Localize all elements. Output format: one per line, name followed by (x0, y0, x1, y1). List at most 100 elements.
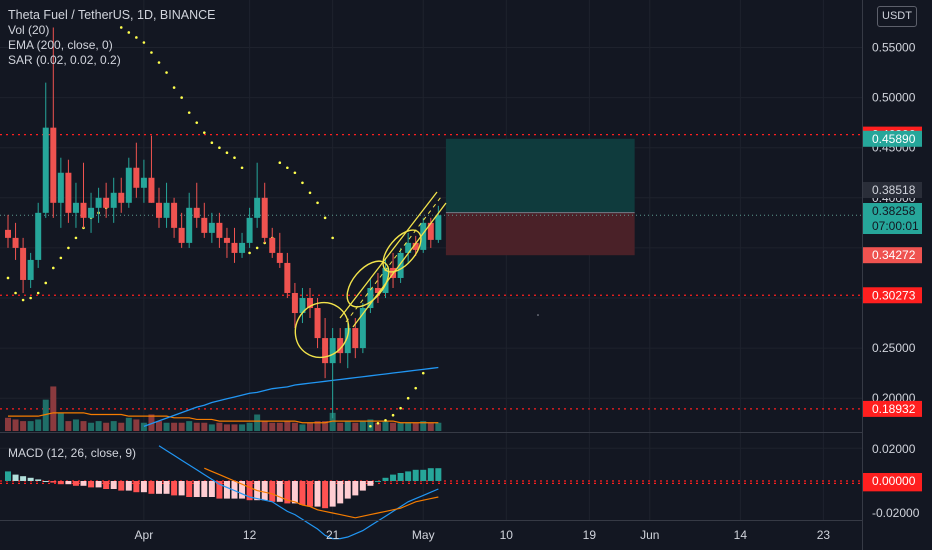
time-label-6: Jun (640, 528, 659, 542)
macd-hist-7 (57, 481, 64, 485)
macd-hist-3 (27, 477, 34, 481)
macd-hist-19 (148, 481, 155, 494)
legend-sar[interactable]: SAR (0.02, 0.02, 0.2) (8, 53, 121, 67)
symbol-title[interactable]: Theta Fuel / TetherUS, 1D, BINANCE (8, 8, 216, 22)
volume-bar-54 (412, 422, 419, 431)
volume-bar-16 (125, 417, 132, 431)
volume-bar-53 (405, 422, 412, 431)
time-label-4: 10 (500, 528, 514, 542)
volume-bar-29 (223, 424, 230, 431)
volume-bar-47 (359, 421, 366, 431)
macd-line-path (158, 445, 439, 540)
stop-zone (445, 212, 635, 256)
sar-dot-33 (255, 246, 259, 250)
candle-body-49 (374, 287, 381, 293)
candle-body-16 (125, 167, 132, 203)
macd-tick-0: 0.02000 (872, 442, 916, 456)
volume-bar-10 (80, 421, 87, 431)
volume-bar-49 (374, 422, 381, 431)
candle-body-56 (427, 222, 434, 240)
volume-bar-13 (103, 422, 110, 431)
macd-hist-9 (72, 481, 79, 486)
macd-hist-22 (171, 481, 178, 496)
volume-bar-2 (20, 421, 27, 431)
candle-body-54 (412, 242, 419, 250)
volume-bar-5 (42, 399, 49, 431)
volume-bars (5, 386, 442, 431)
volume-bar-27 (208, 424, 215, 431)
volume-bar-32 (246, 422, 253, 431)
macd-hist-1 (12, 474, 19, 481)
time-label-3: May (412, 528, 435, 542)
highlight-ellipse-mid[interactable] (339, 254, 397, 315)
macd-hist-21 (163, 481, 170, 494)
candle-body-27 (208, 222, 215, 233)
candle-body-12 (95, 197, 102, 208)
volume-bar-30 (231, 424, 238, 431)
sar-dot-22 (172, 86, 176, 89)
candle-body-22 (171, 202, 178, 228)
channel-middle-line[interactable] (345, 196, 442, 323)
currency-selector[interactable]: USDT (877, 6, 917, 27)
candle-body-34 (261, 197, 268, 238)
cursor-dot (537, 314, 539, 316)
long-position-tool[interactable] (445, 138, 635, 256)
candle-body-4 (35, 212, 42, 260)
sar-dot-30 (233, 156, 236, 160)
macd-hist-50 (382, 477, 389, 481)
sar-dot-37 (286, 166, 289, 170)
highlight-ellipse-high[interactable] (376, 223, 428, 278)
volume-bar-18 (140, 422, 147, 431)
legend-macd[interactable]: MACD (12, 26, close, 9) (8, 446, 137, 460)
time-label-1: 12 (243, 528, 257, 542)
candle-body-44 (337, 338, 344, 354)
channel-upper-line[interactable] (339, 191, 438, 319)
volume-bar-8 (65, 421, 72, 431)
sar-dot-39 (301, 181, 304, 185)
sar-dot-32 (248, 251, 251, 255)
price-label-6: 0.30273 (872, 288, 916, 302)
macd-hist-12 (95, 481, 102, 488)
user-drawings[interactable] (285, 191, 447, 368)
candle-body-28 (216, 222, 223, 238)
candle-body-23 (178, 227, 185, 243)
volume-bar-36 (276, 422, 283, 431)
sar-dot-43 (331, 236, 334, 240)
macd-hist-25 (193, 481, 200, 497)
ema-200-line (143, 366, 439, 428)
macd-hist-52 (397, 473, 404, 481)
volume-bar-9 (72, 419, 79, 431)
macd-hist-11 (88, 481, 95, 488)
macd-hist-56 (427, 468, 434, 481)
volume-bar-7 (57, 412, 64, 431)
volume-ma-line (8, 412, 439, 424)
candle-body-50 (382, 267, 389, 293)
legend-volume[interactable]: Vol (20) (8, 23, 50, 37)
price-tick-2: 0.55000 (872, 41, 916, 55)
sar-dot-19 (150, 51, 153, 54)
volume-bar-21 (163, 422, 170, 431)
macd-hist-8 (65, 481, 72, 485)
macd-hist-4 (35, 479, 42, 481)
macd-hist-43 (329, 481, 336, 507)
macd-hist-26 (201, 481, 208, 497)
macd-hist-36 (276, 481, 283, 502)
indicator-legend: Theta Fuel / TetherUS, 1D, BINANCE Vol (… (8, 8, 216, 68)
volume-bar-39 (299, 424, 306, 431)
volume-bar-1 (12, 419, 19, 431)
candle-body-9 (72, 202, 79, 213)
candle-body-8 (65, 172, 72, 213)
macd-axis[interactable]: 0.02000 -0.02000 0.00000 (863, 442, 922, 520)
highlight-ellipse-low[interactable] (285, 292, 360, 368)
legend-ema[interactable]: EMA (200, close, 0) (8, 38, 113, 52)
candle-body-48 (367, 287, 374, 309)
time-axis[interactable]: Apr 12 21 May 10 19 Jun 14 23 (135, 528, 831, 542)
time-label-7: 14 (734, 528, 748, 542)
candle-body-29 (223, 237, 230, 243)
candle-body-52 (397, 252, 404, 278)
sar-dot-47 (391, 413, 395, 417)
candle-body-39 (299, 298, 306, 314)
candle-body-5 (42, 127, 49, 213)
channel-lower-line[interactable] (352, 202, 447, 328)
